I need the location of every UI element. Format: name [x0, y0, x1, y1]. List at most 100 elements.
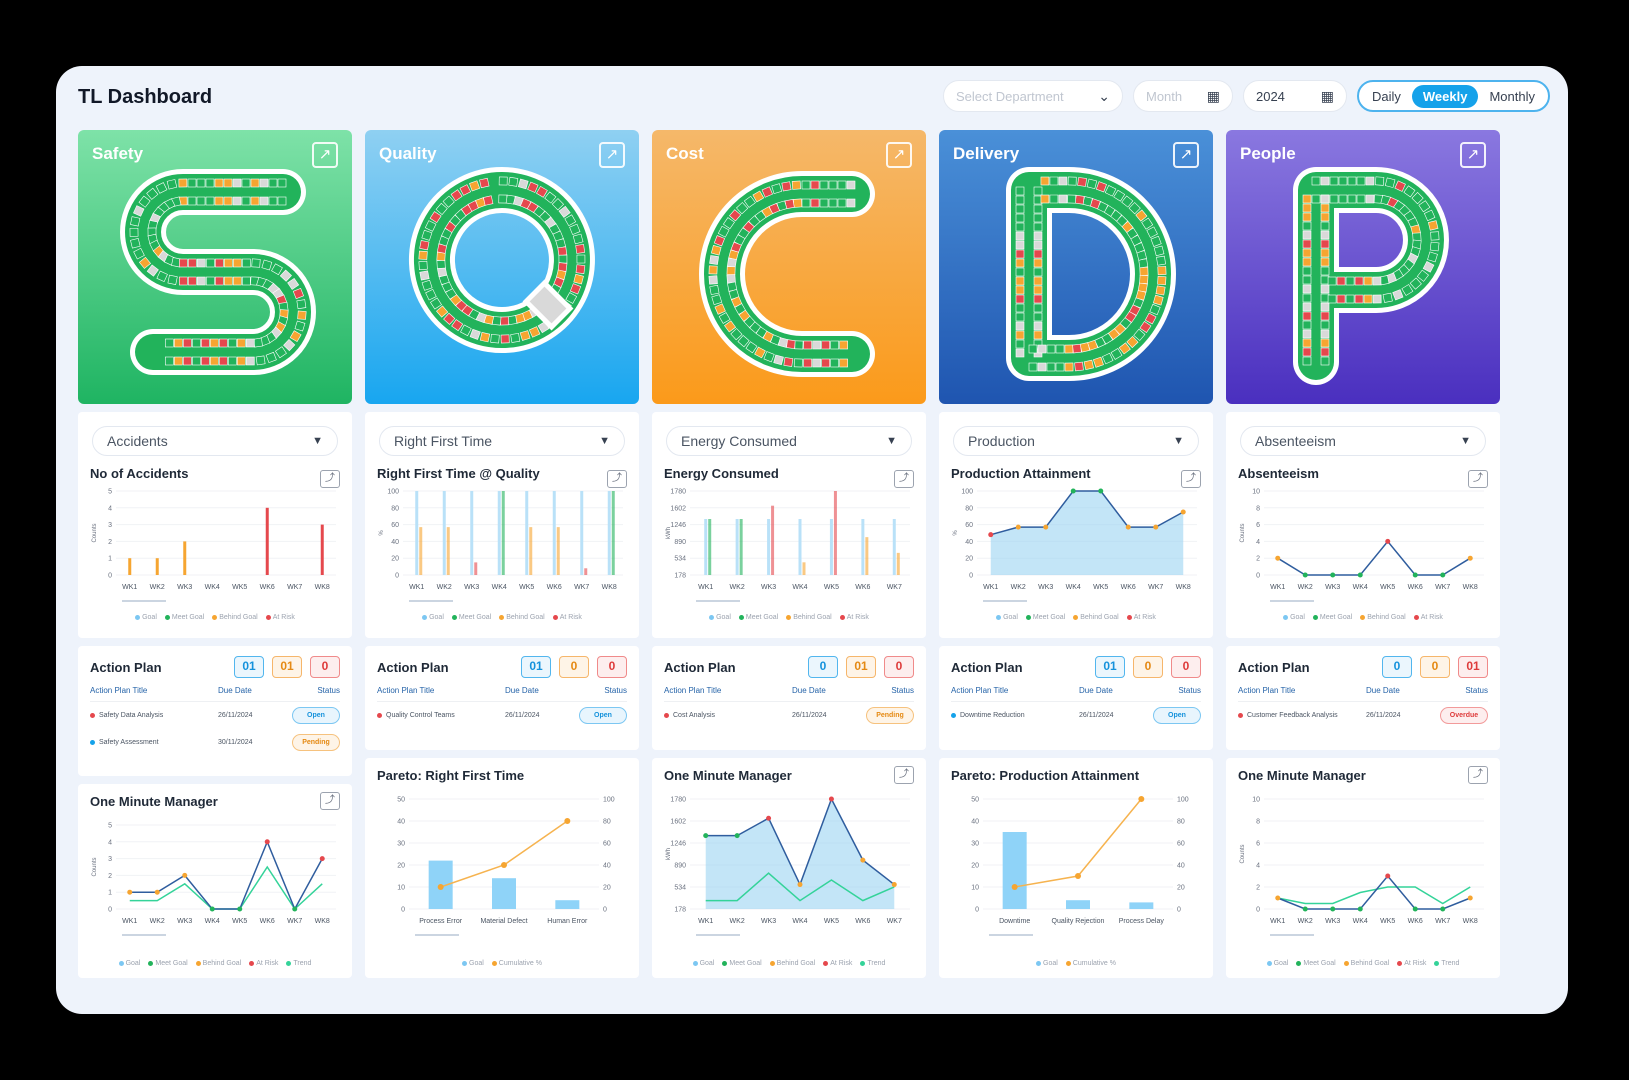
letter-cell — [1033, 321, 1043, 331]
chart-view-icon[interactable]: ⤴ — [320, 470, 340, 488]
legend-item-goal: Goal — [118, 960, 140, 967]
safety-hero-card[interactable]: Safety ↗ — [78, 130, 352, 404]
cost-hero-card[interactable]: Cost ↗ — [652, 130, 926, 404]
letter-cell — [1302, 194, 1312, 204]
legend-item-at_risk: At Risk — [249, 960, 278, 967]
chart-legend: Goal Meet Goal Behind Goal At Risk Trend — [90, 960, 340, 967]
status-badge[interactable]: Pending — [866, 707, 914, 724]
open-count-badge[interactable]: 01 — [234, 656, 264, 678]
action-plan-row[interactable]: Downtime Reduction 26/11/2024 Open — [951, 702, 1201, 729]
open-count-badge[interactable]: 0 — [808, 656, 838, 678]
chart-title: Pareto: Right First Time — [377, 768, 525, 783]
expand-icon[interactable]: ↗ — [1173, 142, 1199, 168]
letter-cell — [192, 338, 201, 348]
letter-cell — [1064, 362, 1074, 372]
action-plan-row[interactable]: Quality Control Teams 26/11/2024 Open — [377, 702, 627, 729]
period-monthly[interactable]: Monthly — [1489, 88, 1535, 104]
y-axis-label: kWh — [666, 527, 672, 539]
chart-view-icon[interactable]: ⤴ — [1468, 766, 1488, 784]
open-count-badge[interactable]: 01 — [1095, 656, 1125, 678]
legend-swatch — [1266, 960, 1272, 966]
metric-select[interactable]: Production ▼ — [953, 426, 1199, 456]
series-point — [1385, 873, 1391, 879]
column-header: Due Date — [218, 686, 252, 695]
letter-cell — [1302, 347, 1312, 357]
period-daily[interactable]: Daily — [1371, 88, 1401, 104]
letter-cell — [242, 276, 251, 286]
action-plan-row[interactable]: Safety Assessment 30/11/2024 Pending — [90, 729, 340, 756]
legend-swatch — [195, 960, 201, 966]
expand-icon[interactable]: ↗ — [599, 142, 625, 168]
delivery-hero-card[interactable]: Delivery ↗ — [939, 130, 1213, 404]
chart-view-icon[interactable]: ⤴ — [320, 792, 340, 810]
letter-cell — [821, 358, 830, 368]
overdue-count-badge[interactable]: 0 — [1171, 656, 1201, 678]
pending-count-badge[interactable]: 01 — [272, 656, 302, 678]
legend-swatch — [769, 960, 775, 966]
letter-cell — [418, 250, 428, 260]
people-hero-card[interactable]: People ↗ — [1226, 130, 1500, 404]
year-picker[interactable]: 2024 ▦ — [1242, 80, 1347, 112]
overdue-count-badge[interactable]: 0 — [884, 656, 914, 678]
month-picker[interactable]: Month ▦ — [1132, 80, 1233, 112]
x-tick-label: WK3 — [761, 584, 776, 591]
letter-cell — [1135, 209, 1148, 222]
status-badge[interactable]: Open — [292, 707, 340, 724]
status-badge[interactable]: Pending — [292, 734, 340, 751]
legend-item-meet_goal: Meet Goal — [1025, 614, 1065, 621]
expand-icon[interactable]: ↗ — [886, 142, 912, 168]
overdue-count-badge[interactable]: 0 — [597, 656, 627, 678]
expand-icon[interactable]: ↗ — [1460, 142, 1486, 168]
chevron-down-icon: ▼ — [599, 435, 610, 447]
hero-title: Delivery — [953, 144, 1020, 163]
metric-select[interactable]: Right First Time ▼ — [379, 426, 625, 456]
pending-count-badge[interactable]: 0 — [559, 656, 589, 678]
action-plan-row[interactable]: Cost Analysis 26/11/2024 Pending — [664, 702, 914, 729]
open-count-badge[interactable]: 01 — [521, 656, 551, 678]
pending-count-badge[interactable]: 01 — [846, 656, 876, 678]
letter-cell — [1040, 194, 1050, 204]
pending-count-badge[interactable]: 0 — [1133, 656, 1163, 678]
action-plan-row[interactable]: Safety Data Analysis 26/11/2024 Open — [90, 702, 340, 729]
chart-view-icon[interactable]: ⤴ — [1468, 470, 1488, 488]
letter-cell — [500, 334, 510, 344]
department-select[interactable]: Select Department ⌄ — [942, 80, 1123, 112]
expand-icon[interactable]: ↗ — [312, 142, 338, 168]
x-tick-label: WK1 — [409, 584, 424, 591]
x-tick-label: WK6 — [260, 918, 275, 925]
metric-select[interactable]: Accidents ▼ — [92, 426, 338, 456]
legend-label: Goal — [469, 960, 484, 967]
status-badge[interactable]: Open — [1153, 707, 1201, 724]
x-tick-label: WK3 — [177, 918, 192, 925]
letter-cell — [255, 355, 266, 366]
chart-view-icon[interactable]: ⤴ — [607, 470, 627, 488]
chart-view-icon[interactable]: ⤴ — [894, 470, 914, 488]
letter-cell — [1302, 221, 1312, 231]
letter-cell — [1015, 258, 1025, 268]
y2-tick-label: 80 — [1177, 819, 1185, 826]
chart-view-icon[interactable]: ⤴ — [1181, 470, 1201, 488]
overdue-count-badge[interactable]: 01 — [1458, 656, 1488, 678]
cumulative-point — [501, 862, 507, 868]
metric-chart-panel: Accidents ▼ No of Accidents ⤴ 0 1 2 3 4 5 Counts WK… — [78, 412, 352, 638]
y-axis-label: % — [379, 530, 385, 536]
quality-hero-card[interactable]: Quality ↗ — [365, 130, 639, 404]
status-badge[interactable]: Open — [579, 707, 627, 724]
letter-cell — [1384, 177, 1396, 188]
metric-select[interactable]: Absenteeism ▼ — [1240, 426, 1486, 456]
y-tick-label: 4 — [1256, 863, 1260, 870]
metric-chart-panel: Energy Consumed ▼ Energy Consumed ⤴ 178 534 89… — [652, 412, 926, 638]
y-tick-label: 534 — [674, 885, 686, 892]
bar — [1066, 900, 1090, 909]
chart-view-icon[interactable]: ⤴ — [894, 766, 914, 784]
period-weekly[interactable]: Weekly — [1411, 84, 1479, 108]
y-tick-label: 4 — [108, 839, 112, 846]
status-badge[interactable]: Overdue — [1440, 707, 1488, 724]
open-count-badge[interactable]: 0 — [1382, 656, 1412, 678]
action-plan-row[interactable]: Customer Feedback Analysis 26/11/2024 Over… — [1238, 702, 1488, 729]
metric-select[interactable]: Energy Consumed ▼ — [666, 426, 912, 456]
x-tick-label: WK5 — [824, 918, 839, 925]
pending-count-badge[interactable]: 0 — [1420, 656, 1450, 678]
overdue-count-badge[interactable]: 0 — [310, 656, 340, 678]
bar — [529, 527, 533, 575]
